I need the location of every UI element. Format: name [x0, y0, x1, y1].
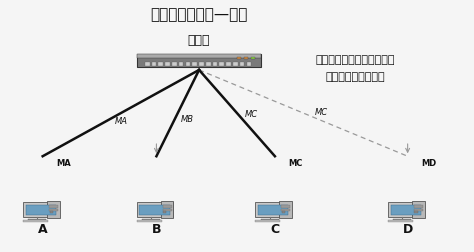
FancyBboxPatch shape	[279, 201, 292, 218]
Bar	[258, 205, 288, 214]
Text: MC: MC	[288, 159, 302, 168]
Bar	[414, 211, 418, 213]
Bar	[414, 205, 423, 208]
Bar	[246, 62, 251, 66]
Text: 集线器: 集线器	[188, 34, 210, 47]
Bar	[414, 209, 423, 211]
Bar	[255, 220, 280, 222]
Bar	[49, 211, 53, 213]
Bar	[226, 62, 231, 66]
FancyBboxPatch shape	[412, 201, 425, 218]
Text: MA: MA	[56, 159, 71, 168]
Bar	[139, 205, 170, 214]
Text: 在广播信道实现点到点通信
就需要给帧添加地址: 在广播信道实现点到点通信 就需要给帧添加地址	[316, 55, 395, 82]
Text: 广播信道局域网—星型: 广播信道局域网—星型	[150, 8, 248, 23]
Bar	[26, 205, 56, 214]
Bar	[393, 219, 411, 220]
Bar	[244, 57, 248, 59]
Bar	[49, 209, 58, 211]
Bar	[185, 62, 190, 66]
Text: MA: MA	[115, 117, 128, 126]
Bar	[28, 219, 46, 220]
FancyBboxPatch shape	[23, 202, 59, 217]
Bar	[145, 62, 150, 66]
Bar	[142, 219, 160, 220]
FancyBboxPatch shape	[137, 54, 261, 68]
Bar	[199, 62, 204, 66]
Text: MB: MB	[181, 114, 193, 123]
Bar	[158, 62, 163, 66]
Bar	[391, 205, 421, 214]
Text: A: A	[38, 223, 47, 236]
Text: MD: MD	[421, 159, 436, 168]
Bar	[281, 205, 290, 208]
Bar	[172, 62, 177, 66]
Bar	[137, 220, 162, 222]
Bar	[282, 211, 285, 213]
Bar	[237, 57, 241, 59]
Text: C: C	[270, 223, 280, 236]
FancyBboxPatch shape	[161, 201, 173, 218]
FancyBboxPatch shape	[47, 201, 60, 218]
FancyBboxPatch shape	[137, 202, 173, 217]
Bar	[192, 62, 197, 66]
Text: MC: MC	[245, 110, 258, 119]
FancyBboxPatch shape	[255, 202, 291, 217]
Bar	[206, 62, 210, 66]
Text: MC: MC	[315, 108, 328, 117]
Bar	[23, 220, 48, 222]
Bar	[281, 209, 290, 211]
Bar	[261, 219, 279, 220]
Bar	[49, 205, 58, 208]
Text: B: B	[152, 223, 161, 236]
Bar	[233, 62, 238, 66]
Bar	[165, 62, 170, 66]
Text: D: D	[402, 223, 413, 236]
Bar	[179, 62, 183, 66]
Bar	[163, 205, 172, 208]
Bar	[163, 211, 166, 213]
Bar	[388, 220, 413, 222]
Bar	[251, 57, 255, 59]
Bar	[137, 54, 261, 58]
Bar	[163, 209, 172, 211]
FancyBboxPatch shape	[388, 202, 424, 217]
Bar	[219, 62, 224, 66]
Bar	[240, 62, 245, 66]
Bar	[213, 62, 218, 66]
Bar	[152, 62, 156, 66]
